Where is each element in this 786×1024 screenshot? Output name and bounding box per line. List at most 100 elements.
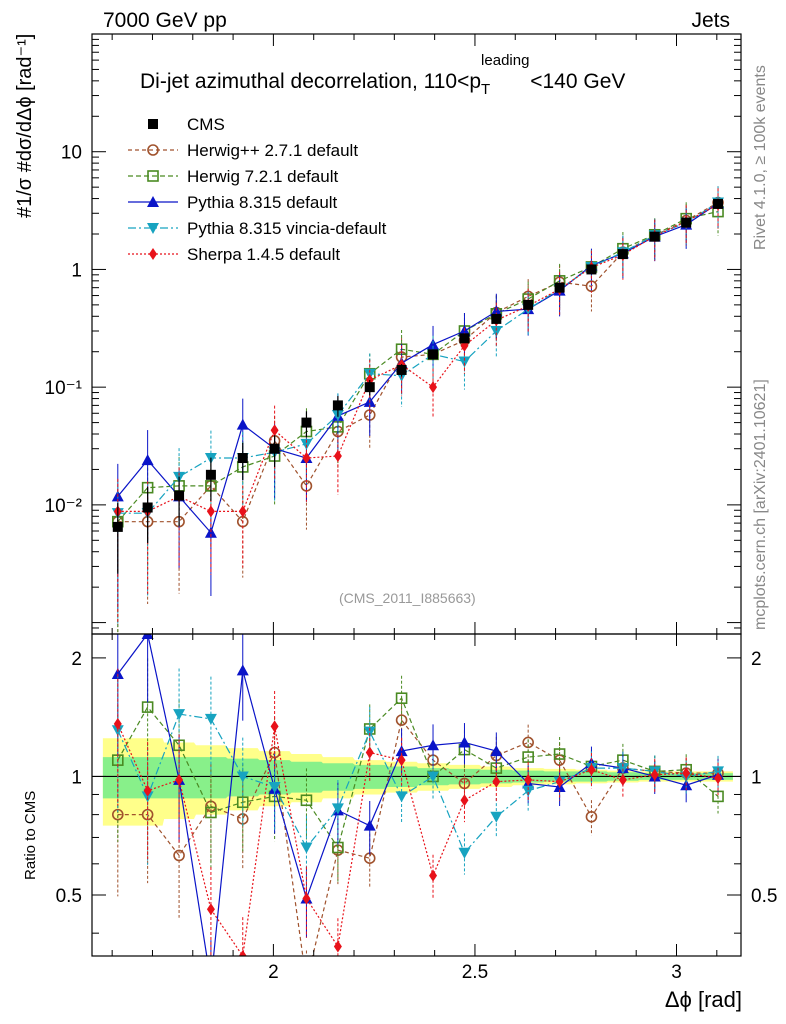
legend-label: Sherpa 1.4.5 default bbox=[187, 245, 340, 264]
ratio-series bbox=[111, 634, 725, 987]
ratio-point-herwig-7-2-1-default bbox=[300, 794, 313, 807]
ratio-point-pythia-8-315-vincia-default bbox=[236, 771, 249, 783]
legend-marker bbox=[147, 170, 159, 182]
data-point bbox=[237, 453, 248, 464]
data-point bbox=[554, 282, 565, 293]
point-pythia-8-315-default bbox=[490, 305, 503, 317]
point-pythia-8-315-vincia-default bbox=[490, 325, 503, 337]
ratio-point-herwig-2-7-1-default bbox=[173, 849, 185, 862]
ratio-point-pythia-8-315-vincia-default bbox=[268, 782, 281, 794]
rivet-version-label: Rivet 4.1.0, ≥ 100k events bbox=[752, 65, 769, 250]
chart-title-main: Di-jet azimuthal decorrelation, 110<p bbox=[140, 70, 482, 93]
legend-label: CMS bbox=[187, 115, 225, 134]
legend: CMS Herwig++ 2.7.1 default Herwig 7.2.1 de… bbox=[128, 115, 387, 264]
data-point bbox=[396, 364, 407, 375]
ratio-point-pythia-8-315-default bbox=[236, 664, 249, 676]
x-axis-title: Δϕ [rad] bbox=[664, 987, 742, 1012]
mcplots-label: mcplots.cern.ch [arXiv:2401.10621] bbox=[752, 379, 769, 630]
ratio-point-pythia-8-315-vincia-default bbox=[141, 791, 154, 803]
main-series bbox=[111, 186, 725, 634]
data-point bbox=[428, 349, 439, 360]
x-tick-label: 2 bbox=[268, 962, 279, 983]
ratio-point-herwig-2-7-1-default bbox=[522, 736, 534, 749]
ratio-axis-title: Ratio to CMS bbox=[22, 790, 39, 880]
ratio-tick-label-right: 0.5 bbox=[751, 886, 777, 907]
series-line-pythia-8-315-vincia-default bbox=[117, 202, 719, 514]
data-point bbox=[491, 313, 502, 324]
plot-frames bbox=[91, 33, 742, 957]
ratio-point-herwig-7-2-1-default bbox=[395, 692, 408, 705]
ratio-point-pythia-8-315-vincia-default bbox=[427, 771, 440, 783]
data-point bbox=[713, 198, 724, 209]
ratio-point-pythia-8-315-vincia-default bbox=[300, 842, 313, 854]
data-point bbox=[364, 382, 375, 393]
point-sherpa-1-4-5-default bbox=[429, 381, 438, 394]
chart-title-tail: <140 GeV bbox=[530, 70, 626, 93]
ratio-point-sherpa-1-4-5-default bbox=[460, 794, 469, 807]
ratio-tick-label-right: 1 bbox=[751, 767, 762, 788]
ratio-line-herwig-2-7-1-default bbox=[117, 718, 719, 956]
axis-ticks: 2 2.5 3 10 1 10⁻¹ 10⁻² 2 2 1 1 0.5 0.5 bbox=[45, 34, 777, 983]
legend-marker bbox=[149, 248, 157, 260]
series-line-sherpa-1-4-5-default bbox=[117, 204, 719, 513]
series-line-pythia-8-315-default bbox=[117, 202, 719, 534]
point-pythia-8-315-default bbox=[427, 338, 440, 350]
data-point bbox=[523, 299, 534, 310]
ratio-point-sherpa-1-4-5-default bbox=[714, 772, 723, 785]
ratio-point-sherpa-1-4-5-default bbox=[270, 720, 279, 733]
legend-label: Herwig 7.2.1 default bbox=[187, 167, 338, 186]
data-point bbox=[586, 264, 597, 275]
ratio-point-pythia-8-315-vincia-default bbox=[173, 709, 186, 721]
ratio-point-herwig-2-7-1-default bbox=[111, 808, 124, 821]
ratio-point-herwig-7-2-1-default bbox=[205, 806, 217, 819]
legend-label: Pythia 8.315 default bbox=[187, 193, 338, 212]
ratio-point-herwig-2-7-1-default bbox=[301, 977, 311, 987]
ratio-point-pythia-8-315-default bbox=[458, 736, 471, 748]
ratio-point-herwig-2-7-1-default bbox=[585, 810, 598, 823]
legend-marker bbox=[148, 119, 158, 129]
ratio-line-pythia-8-315-default bbox=[117, 634, 719, 956]
legend-marker bbox=[147, 196, 159, 207]
ratio-point-pythia-8-315-vincia-default bbox=[395, 791, 408, 803]
point-pythia-8-315-default bbox=[204, 526, 217, 538]
header-right: Jets bbox=[691, 9, 730, 32]
data-point bbox=[459, 333, 470, 344]
data-point bbox=[332, 400, 343, 411]
ratio-point-herwig-7-2-1-default bbox=[553, 748, 566, 760]
ratio-line-sherpa-1-4-5-default bbox=[117, 723, 719, 956]
analysis-label: (CMS_2011_I885663) bbox=[339, 590, 476, 606]
ratio-point-sherpa-1-4-5-default bbox=[682, 767, 691, 780]
ratio-point-pythia-8-315-default bbox=[141, 634, 154, 639]
data-point bbox=[617, 249, 628, 260]
ratio-point-pythia-8-315-default bbox=[111, 668, 124, 680]
y-tick-label: 10⁻¹ bbox=[45, 378, 83, 399]
data-point bbox=[649, 231, 660, 242]
ratio-tick-label-right: 2 bbox=[751, 649, 762, 670]
data-point bbox=[112, 521, 123, 532]
legend-label: Pythia 8.315 vincia-default bbox=[187, 219, 387, 238]
x-tick-label: 3 bbox=[671, 962, 682, 983]
ratio-tick-label: 1 bbox=[71, 767, 82, 788]
ratio-point-sherpa-1-4-5-default bbox=[555, 775, 564, 788]
point-sherpa-1-4-5-default bbox=[302, 452, 311, 465]
point-pythia-8-315-vincia-default bbox=[300, 438, 313, 450]
ratio-band-green bbox=[102, 757, 733, 799]
point-sherpa-1-4-5-default bbox=[238, 505, 247, 518]
ratio-point-sherpa-1-4-5-default bbox=[618, 773, 627, 786]
ratio-point-pythia-8-315-vincia-default bbox=[363, 726, 376, 738]
y-axis-title: #1/σ #dσ/dΔϕ [rad⁻¹] bbox=[14, 33, 36, 218]
ratio-line-pythia-8-315-vincia-default bbox=[117, 713, 719, 854]
ratio-point-pythia-8-315-vincia-default bbox=[712, 766, 725, 778]
ratio-point-sherpa-1-4-5-default bbox=[492, 775, 501, 788]
chart-title-sub: T bbox=[481, 81, 491, 98]
ratio-point-sherpa-1-4-5-default bbox=[238, 950, 247, 956]
data-point bbox=[269, 443, 280, 454]
chart-title: Di-jet azimuthal decorrelation, 110<p lea… bbox=[140, 52, 626, 98]
ratio-point-pythia-8-315-vincia-default bbox=[490, 811, 503, 823]
ratio-point-pythia-8-315-default bbox=[490, 745, 503, 757]
ratio-point-herwig-2-7-1-default bbox=[395, 714, 408, 726]
point-pythia-8-315-vincia-default bbox=[458, 356, 471, 368]
point-sherpa-1-4-5-default bbox=[333, 450, 342, 463]
ratio-point-pythia-8-315-vincia-default bbox=[204, 713, 217, 725]
